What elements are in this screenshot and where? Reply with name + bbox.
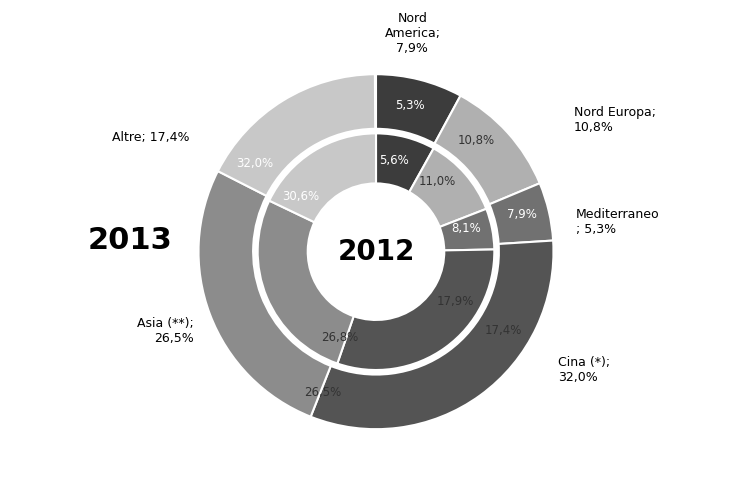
Wedge shape xyxy=(269,133,376,222)
Wedge shape xyxy=(376,133,434,192)
Text: 11,0%: 11,0% xyxy=(419,175,456,188)
Text: 8,1%: 8,1% xyxy=(451,222,481,235)
Text: 30,6%: 30,6% xyxy=(282,190,319,203)
Text: 32,0%: 32,0% xyxy=(236,157,273,170)
Wedge shape xyxy=(311,241,553,429)
Wedge shape xyxy=(376,74,460,144)
Text: Cina (*);
32,0%: Cina (*); 32,0% xyxy=(558,356,610,384)
Text: 17,4%: 17,4% xyxy=(485,324,523,337)
Text: 2013: 2013 xyxy=(88,226,173,255)
Wedge shape xyxy=(258,201,353,364)
Text: Nord Europa;
10,8%: Nord Europa; 10,8% xyxy=(574,106,656,134)
Wedge shape xyxy=(199,171,331,417)
Text: 26,8%: 26,8% xyxy=(321,331,359,344)
Wedge shape xyxy=(338,249,494,370)
Text: 10,8%: 10,8% xyxy=(458,134,496,147)
Wedge shape xyxy=(218,74,375,196)
Text: 5,6%: 5,6% xyxy=(379,154,409,167)
Wedge shape xyxy=(409,149,487,227)
Wedge shape xyxy=(435,95,540,204)
Text: Mediterraneo
; 5,3%: Mediterraneo ; 5,3% xyxy=(576,208,660,236)
Wedge shape xyxy=(440,209,494,250)
Text: Nord
America;
7,9%: Nord America; 7,9% xyxy=(384,12,441,55)
Text: 5,3%: 5,3% xyxy=(396,99,425,112)
Text: 2012: 2012 xyxy=(338,238,414,266)
Text: Altre; 17,4%: Altre; 17,4% xyxy=(112,131,190,145)
Text: 7,9%: 7,9% xyxy=(507,208,536,221)
Wedge shape xyxy=(490,183,553,244)
Text: 17,9%: 17,9% xyxy=(436,295,474,308)
Text: 26,5%: 26,5% xyxy=(305,386,341,399)
Text: Asia (**);
26,5%: Asia (**); 26,5% xyxy=(137,317,194,345)
